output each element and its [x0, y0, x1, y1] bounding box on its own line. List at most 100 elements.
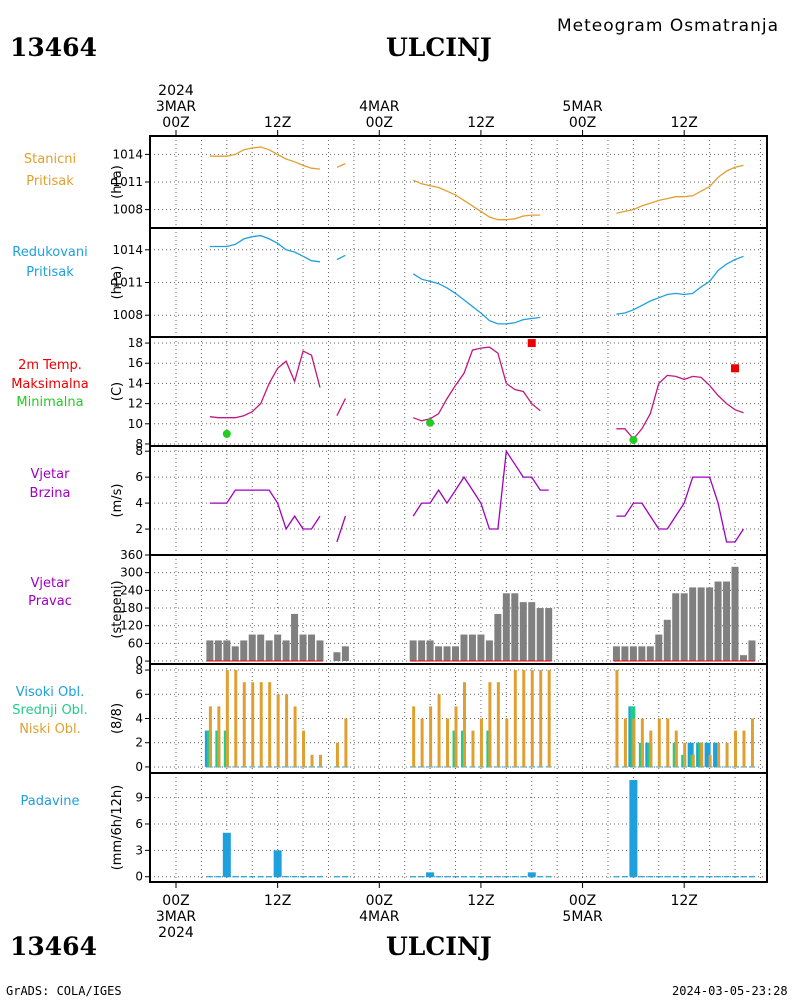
- series-line: [412, 449, 549, 530]
- y-tick-label: 1008: [112, 203, 143, 217]
- low-cloud-bar: [276, 694, 280, 767]
- panel-label: Srednji Obl.: [12, 703, 87, 718]
- x-tick-label-top: 4MAR: [359, 99, 400, 115]
- panel-label: Minimalna: [16, 395, 83, 410]
- x-tick-label-bottom: 00Z: [569, 893, 596, 909]
- wind-direction-bar: [697, 587, 705, 662]
- series-line: [616, 374, 744, 440]
- wind-direction-bar: [282, 640, 290, 662]
- low-cloud-bar: [691, 754, 695, 767]
- x-tick-label-bottom: 4MAR: [359, 909, 400, 925]
- y-tick-label: 0: [135, 760, 143, 774]
- low-cloud-bar: [742, 730, 746, 767]
- low-cloud-bar: [717, 742, 721, 767]
- y-tick-label: 8: [135, 444, 143, 458]
- wind-direction-bar: [672, 593, 680, 662]
- wind-direction-bar: [426, 640, 434, 662]
- low-cloud-bar: [285, 694, 289, 767]
- x-tick-label-bottom: 00Z: [366, 893, 393, 909]
- y-tick-label: 3: [135, 843, 143, 857]
- y-axis-label: (hPa): [110, 165, 125, 199]
- tmax-marker: [527, 339, 536, 348]
- wind-direction-bar: [316, 640, 324, 662]
- wind-direction-bar: [291, 613, 299, 662]
- y-tick-label: 0: [135, 654, 143, 668]
- y-tick-label: 1011: [112, 175, 143, 189]
- low-cloud-bar: [505, 718, 509, 767]
- y-tick-label: 1014: [112, 243, 143, 257]
- label-layer: 100810111014(hPa)StanicniPritisak1008101…: [11, 83, 698, 941]
- wind-direction-bar: [655, 634, 663, 662]
- low-cloud-bar: [446, 718, 450, 767]
- y-tick-label: 18: [128, 336, 143, 350]
- y-tick-label: 8: [135, 437, 143, 451]
- panel-label: Vjetar: [31, 467, 71, 482]
- low-cloud-bar: [615, 670, 619, 767]
- low-cloud-bar: [344, 718, 348, 767]
- timestamp: 2024-03-05-23:28: [672, 984, 788, 998]
- wind-direction-bar: [638, 646, 646, 662]
- panel-frames: [145, 130, 768, 888]
- panel-label: Stanicni: [24, 152, 76, 167]
- wind-direction-bar: [519, 602, 527, 662]
- series-line: [336, 254, 346, 261]
- panel-label: Maksimalna: [11, 377, 89, 392]
- y-axis-label: (m/s): [110, 484, 125, 518]
- precip-bar: [426, 872, 435, 877]
- grid-lines: [150, 136, 767, 882]
- y-axis-label: (mm/6h/12h): [110, 785, 125, 871]
- low-cloud-bar: [734, 730, 738, 767]
- x-tick-label-top: 12Z: [264, 115, 291, 131]
- tmin-marker: [222, 429, 231, 438]
- wind-direction-bar: [477, 634, 485, 662]
- low-cloud-bar: [234, 670, 238, 767]
- low-cloud-bar: [750, 718, 754, 767]
- wind-direction-bar: [274, 634, 282, 662]
- wind-direction-bar: [308, 634, 316, 662]
- low-cloud-bar: [471, 730, 475, 767]
- y-tick-label: 14: [128, 376, 143, 390]
- precip-bar: [273, 850, 282, 877]
- panel-label: Pravac: [28, 594, 72, 609]
- wind-direction-bar: [452, 646, 460, 662]
- low-cloud-bar: [632, 718, 636, 767]
- wind-direction-bar: [409, 640, 417, 662]
- low-cloud-bar: [412, 706, 416, 767]
- low-cloud-bar: [539, 670, 543, 767]
- tmin-marker: [426, 418, 435, 427]
- low-cloud-bar: [454, 706, 458, 767]
- low-cloud-bar: [302, 730, 306, 767]
- y-tick-label: 180: [120, 601, 143, 615]
- low-cloud-bar: [522, 670, 526, 767]
- low-cloud-bar: [335, 742, 339, 767]
- low-cloud-bar: [310, 754, 314, 767]
- wind-direction-bar: [680, 593, 688, 662]
- precip-bar: [629, 780, 638, 877]
- station-id-top: 13464: [10, 33, 97, 62]
- low-cloud-bar: [496, 682, 500, 767]
- low-cloud-bar: [420, 718, 424, 767]
- wind-direction-bar: [494, 613, 502, 662]
- low-cloud-bar: [268, 682, 272, 767]
- y-tick-label: 2: [135, 736, 143, 750]
- low-cloud-bar: [225, 670, 229, 767]
- y-tick-label: 10: [128, 417, 143, 431]
- y-axis-label: (hPa): [110, 266, 125, 300]
- x-tick-label-bottom: 12Z: [467, 893, 494, 909]
- high-cloud-bar: [704, 742, 711, 767]
- low-cloud-bar: [208, 706, 212, 767]
- low-cloud-bar: [479, 718, 483, 767]
- y-tick-label: 4: [135, 496, 143, 510]
- station-name-bottom: ULCINJ: [386, 932, 492, 961]
- credit: GrADS: COLA/IGES: [6, 984, 122, 998]
- low-cloud-bar: [708, 754, 712, 767]
- x-tick-label-top: 12Z: [467, 115, 494, 131]
- wind-direction-bar: [265, 640, 273, 662]
- series-line: [616, 476, 745, 543]
- subtitle: Meteogram Osmatranja: [557, 16, 779, 36]
- y-tick-label: 6: [135, 687, 143, 701]
- low-cloud-bar: [725, 742, 729, 767]
- panel-label: Padavine: [21, 794, 80, 809]
- low-cloud-bar: [547, 670, 551, 767]
- low-cloud-bar: [674, 730, 678, 767]
